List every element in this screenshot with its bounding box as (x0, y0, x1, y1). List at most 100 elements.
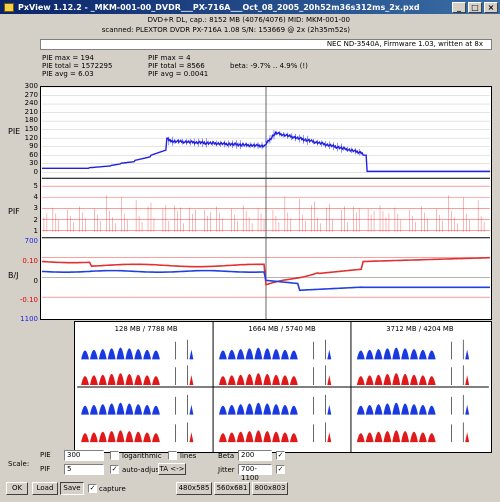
jitter-scale-input[interactable]: 700-1100 (238, 464, 272, 482)
auto-adjust-checkbox[interactable]: ✓ (110, 465, 119, 474)
spectrum-bar (327, 404, 332, 415)
spectrum-bar (116, 430, 125, 443)
load-button[interactable]: Load (32, 482, 58, 495)
spectrum-bar (272, 431, 281, 443)
disc-info: DVD+R DL, cap.: 8152 MB (4076/4076) MID:… (0, 15, 500, 37)
title-bar: PxView 1.12.2 - _MKM-001-00_DVDR___PX-71… (0, 0, 500, 14)
resolution-800-button[interactable]: 800x803 (252, 482, 288, 495)
spectrum-bar (392, 347, 401, 360)
spectrum-bar (134, 404, 143, 415)
pif-tick-label: 4 (33, 193, 38, 202)
spectrum-bar (263, 403, 272, 415)
spectrum-bar (81, 350, 89, 360)
spectrum-bar (272, 349, 281, 360)
logarithmic-label: logarithmic (122, 452, 162, 460)
spectrum-bar (116, 402, 125, 415)
beta-top-tick: 0.10 (22, 257, 38, 265)
beta-bottom-tick: -0.10 (19, 296, 38, 304)
spectrum-bar (254, 430, 263, 443)
spectrum-bar (327, 375, 332, 386)
spectrum-bar (254, 347, 263, 360)
scan-graph[interactable] (40, 86, 492, 320)
spectrum-bar (465, 432, 470, 443)
spectrum-bar (125, 348, 134, 360)
pie-tick-label: 30 (29, 159, 38, 168)
spectrum-bar (427, 376, 436, 386)
spectrum-bar (263, 431, 272, 443)
beta-checkbox[interactable]: ✓ (276, 451, 285, 460)
spectrum-bar (152, 376, 160, 386)
spectrum-bar (365, 375, 374, 386)
spectrum-bar (401, 403, 410, 415)
ta-button[interactable]: TA <-> (158, 463, 186, 475)
spectrum-bar (401, 431, 410, 443)
spectrum-bar (356, 350, 365, 360)
spectrum-bar (89, 404, 98, 415)
spectrum-bar (116, 373, 125, 386)
spectrum-bar (418, 375, 427, 386)
auto-adjust-label: auto-adjust (122, 466, 162, 474)
pie-scale-input[interactable]: 300 (64, 450, 104, 461)
spectrum-bar (227, 404, 236, 415)
spectrum-bar (356, 433, 365, 443)
resolution-560-button[interactable]: 560x681 (214, 482, 250, 495)
spectrum-bar (143, 432, 152, 443)
spectrum-bar (272, 404, 281, 415)
spectrum-bar (365, 349, 374, 360)
spectrum-bar (236, 349, 245, 360)
writer-info-field[interactable]: NEC ND-3540A, Firmware 1.03, written at … (40, 39, 492, 50)
disc-info-line1: DVD+R DL, cap.: 8152 MB (4076/4076) MID:… (147, 16, 350, 24)
spectrum-bar (81, 405, 89, 415)
spectrum-bar (289, 405, 298, 415)
pif-scale-input[interactable]: 5 (64, 464, 104, 475)
beta-scale-input[interactable]: 200 (238, 450, 272, 461)
spectrum-bar (81, 433, 89, 443)
minimize-button[interactable]: _ (452, 1, 466, 13)
pif-tick-label: 5 (33, 182, 38, 190)
spectrum-bar (272, 374, 281, 386)
save-button[interactable]: Save (60, 482, 84, 495)
spectrum-bar (327, 349, 332, 360)
spectrum-bar (427, 350, 436, 360)
jitter-checkbox[interactable]: ✓ (276, 465, 285, 474)
disc-info-line2: scanned: PLEXTOR DVDR PX-716A 1.08 S/N: … (101, 26, 350, 34)
spectrum-bar (410, 404, 418, 415)
spectrum-bar (218, 405, 227, 415)
logarithmic-checkbox[interactable] (110, 451, 119, 460)
ok-button[interactable]: OK (6, 482, 28, 495)
close-button[interactable]: × (484, 1, 498, 13)
capture-checkbox[interactable]: ✓ (88, 484, 97, 493)
pie-total: PIE total = 1572295 (42, 62, 113, 70)
beta-scale-label: Beta (218, 452, 235, 460)
pie-tick-label: 180 (24, 116, 38, 125)
spectrum-bar (227, 375, 236, 386)
capture-label: capture (99, 485, 126, 493)
spectrum-bar (383, 431, 392, 443)
spectrum-bar (392, 373, 401, 386)
spectrum-bar (418, 432, 427, 443)
spectrum-bar (289, 376, 298, 386)
pie-max: PIE max = 194 (42, 54, 94, 62)
pie-tick-label: 0 (33, 168, 38, 176)
spectrum-bar (236, 404, 245, 415)
spectrum-bar (98, 349, 107, 360)
maximize-button[interactable]: □ (468, 1, 482, 13)
spectrum-bar (374, 374, 383, 386)
bj-section-label: B/J (8, 271, 19, 280)
spectrum-bar (245, 348, 254, 360)
lines-checkbox[interactable] (168, 451, 177, 460)
spectrum-bar (383, 403, 392, 415)
beta-summary: beta: -9.7% .. 4.9% (!) (230, 62, 308, 70)
pif-max: PIF max = 4 (148, 54, 191, 62)
pie-tick-label: 90 (29, 142, 38, 151)
spectrum-bar (356, 376, 365, 386)
spectrum-bar (218, 376, 227, 386)
spectrum-bar (392, 430, 401, 443)
spectrum-bar (245, 373, 254, 386)
spectrum-bar (418, 404, 427, 415)
resolution-480-button[interactable]: 480x585 (176, 482, 212, 495)
spectrum-bar (410, 349, 418, 360)
spectrum-bar (98, 374, 107, 386)
jitter-bottom-tick: 1100 (20, 315, 38, 323)
spectrum-bar (418, 349, 427, 360)
